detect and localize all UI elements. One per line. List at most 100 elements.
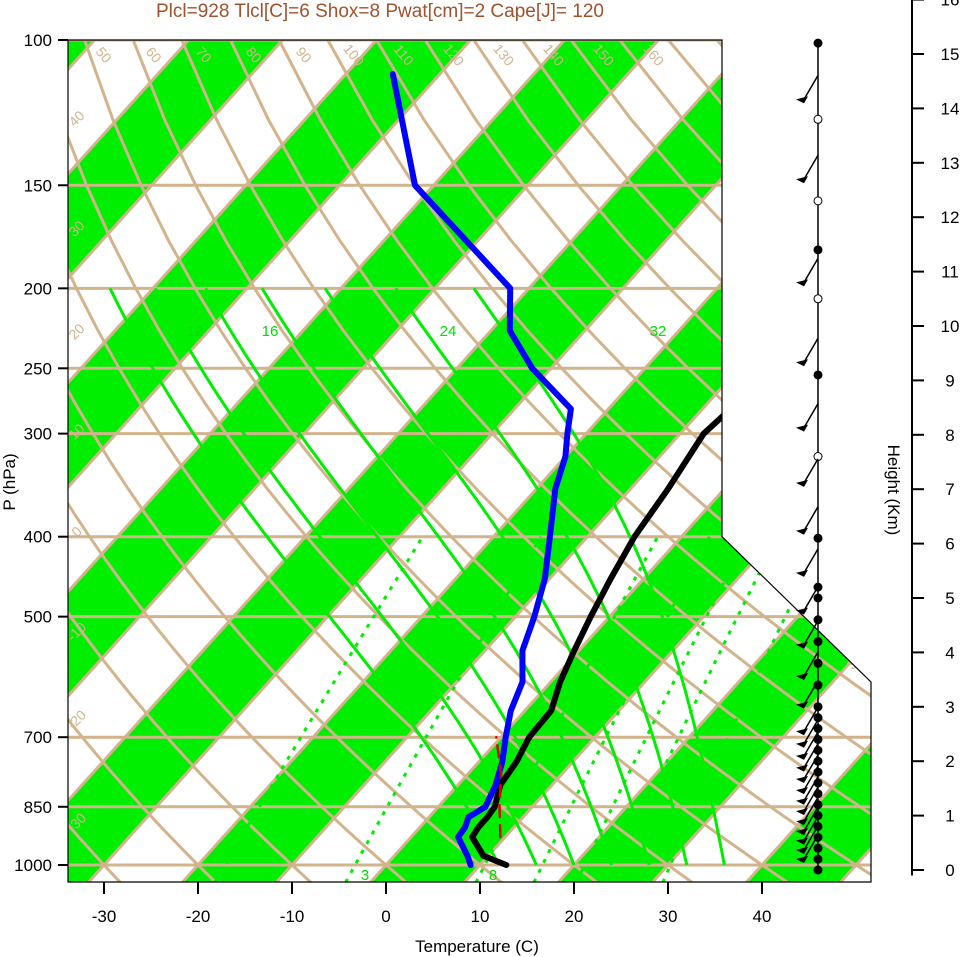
height-tick-label: 6 [945,535,954,554]
moist-adiabat [204,287,576,866]
p-tick-label: 200 [24,279,52,298]
isotherm-line [0,22,17,883]
p-tick-label: 100 [24,31,52,50]
p-tick-label: 850 [24,798,52,817]
height-dot [813,713,823,723]
wind-barb-flag [796,176,808,184]
height-dot [813,294,823,304]
wind-barb-flag [796,607,808,615]
height-tick-label: 8 [945,426,954,445]
moist-adiabat [323,287,651,866]
isotherm-band [68,40,663,882]
height-tick-label: 4 [945,643,954,662]
wind-barb [803,743,819,769]
dry-adiabat [229,40,871,882]
isotherm-line [275,40,871,882]
height-dot [813,615,823,625]
height-dot [813,245,823,255]
mixing-ratio-line [661,536,826,882]
chart-title: Plcl=928 Tlcl[C]=6 Shox=8 Pwat[cm]=2 Cap… [156,1,604,22]
wind-barb-flag [796,764,808,772]
isotherm-line [651,40,871,882]
mixing-ratio-label: 24 [440,323,457,340]
wind-barb-column [796,38,823,875]
mixing-ratio-label: 16 [262,323,279,340]
wind-barb [803,731,819,757]
wind-barb-flag [796,569,808,577]
wind-barb [803,796,819,822]
axes: -30 -20 -10 0 10 20 30 401001502002503004005007… [14,31,771,926]
dry-adiabat [68,40,694,882]
x-tick-label: 0 [381,907,390,926]
height-axis-label: Height (Km) [884,445,903,536]
dry-adiabat [68,40,408,882]
wind-barb-flag [796,527,808,535]
height-dot [813,637,823,647]
wind-barb [803,458,819,484]
isotherm-band-label: 10 [745,541,767,563]
dry-adiabat-label: 50 [93,44,115,66]
wind-barb-flag [796,752,808,760]
wind-barb-flag [796,828,808,836]
wind-barb [803,834,819,860]
height-dot [813,854,823,864]
height-tick-label: 13 [941,154,960,173]
wind-barb [803,548,819,574]
wind-barb [803,786,819,812]
wind-barb-flag [796,641,808,649]
wind-barb [803,765,819,791]
wind-barb-flag [796,776,808,784]
isotherm-line [68,40,207,882]
isotherm-band-label: 30 [843,650,865,672]
isotherm-band [554,40,871,882]
wind-barb-flag [796,856,808,863]
x-tick-label: 30 [659,907,678,926]
wind-barb [803,651,819,677]
height-tick-label: 7 [945,480,954,499]
isotherm-line [68,40,301,882]
isotherm-line [68,40,677,882]
wind-barb [803,620,819,646]
isotherm-band [68,40,851,882]
p-tick-label: 150 [24,176,52,195]
mixing-ratio-label: 3 [361,867,369,884]
p-tick-label: 250 [24,359,52,378]
wind-barb-flag [796,359,808,367]
dry-adiabat [277,40,871,882]
wind-barb-flag [796,808,808,816]
wind-barb [803,806,819,832]
dry-adiabat [68,40,217,882]
dry-adiabat [180,40,871,882]
p-tick-label: 300 [24,425,52,444]
height-dot [813,533,823,543]
isotherm-band [742,40,871,882]
dry-adiabat [131,40,871,882]
height-dot [813,702,823,712]
wind-barb [803,74,819,100]
dry-adiabat [68,40,503,882]
mixing-ratio-line [608,536,779,882]
x-tick-label: -10 [280,907,305,926]
isotherm-band-label: 40 [65,107,87,129]
mixing-ratio-line [575,536,749,882]
wind-barb [803,719,819,745]
isotherm-line [68,40,395,882]
height-dot [813,593,823,603]
wind-barb [803,586,819,612]
wind-barb-flag [796,672,808,680]
height-dot [813,811,823,821]
height-dot [813,658,823,668]
height-tick-label: 12 [941,208,960,227]
height-tick-label: 14 [941,99,960,118]
isotherm-band [68,40,287,882]
height-dot [813,370,823,380]
height-dot [813,196,823,206]
dry-adiabats [68,40,871,882]
x-tick-label: -20 [186,907,211,926]
isotherm-band-label: 10 [725,343,747,365]
mixing-ratio-lines [213,535,826,882]
x-tick-label: -30 [92,907,117,926]
x-tick-label: 20 [565,907,584,926]
wind-barb [803,403,819,429]
